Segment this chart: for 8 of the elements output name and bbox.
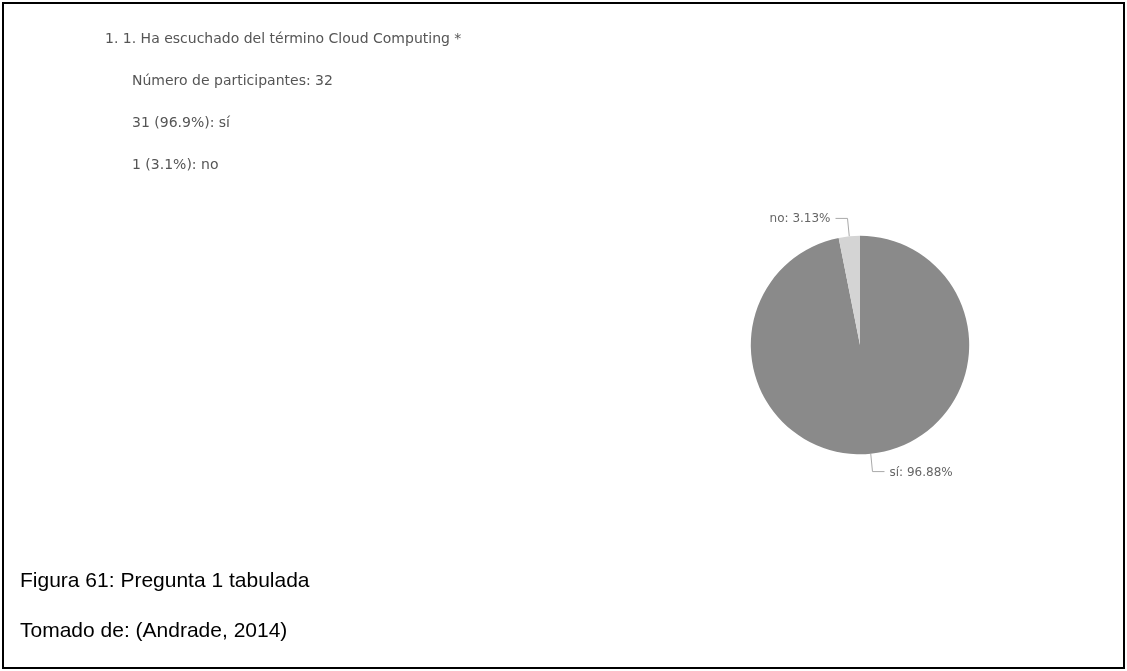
slice-label: sí: 96.88% <box>889 464 953 479</box>
text: 1 (3.1%): no <box>132 156 219 172</box>
text: Figura 61: Pregunta 1 tabulada <box>20 568 310 592</box>
text: Tomado de: (Andrade, 2014) <box>20 618 288 642</box>
text: 1. 1. Ha escuchado del término Cloud Computing * <box>105 30 462 46</box>
text: Número de participantes: 32 <box>132 72 333 88</box>
text: 31 (96.9%): sí <box>132 114 231 130</box>
slice-label: no: 3.13% <box>769 211 831 226</box>
